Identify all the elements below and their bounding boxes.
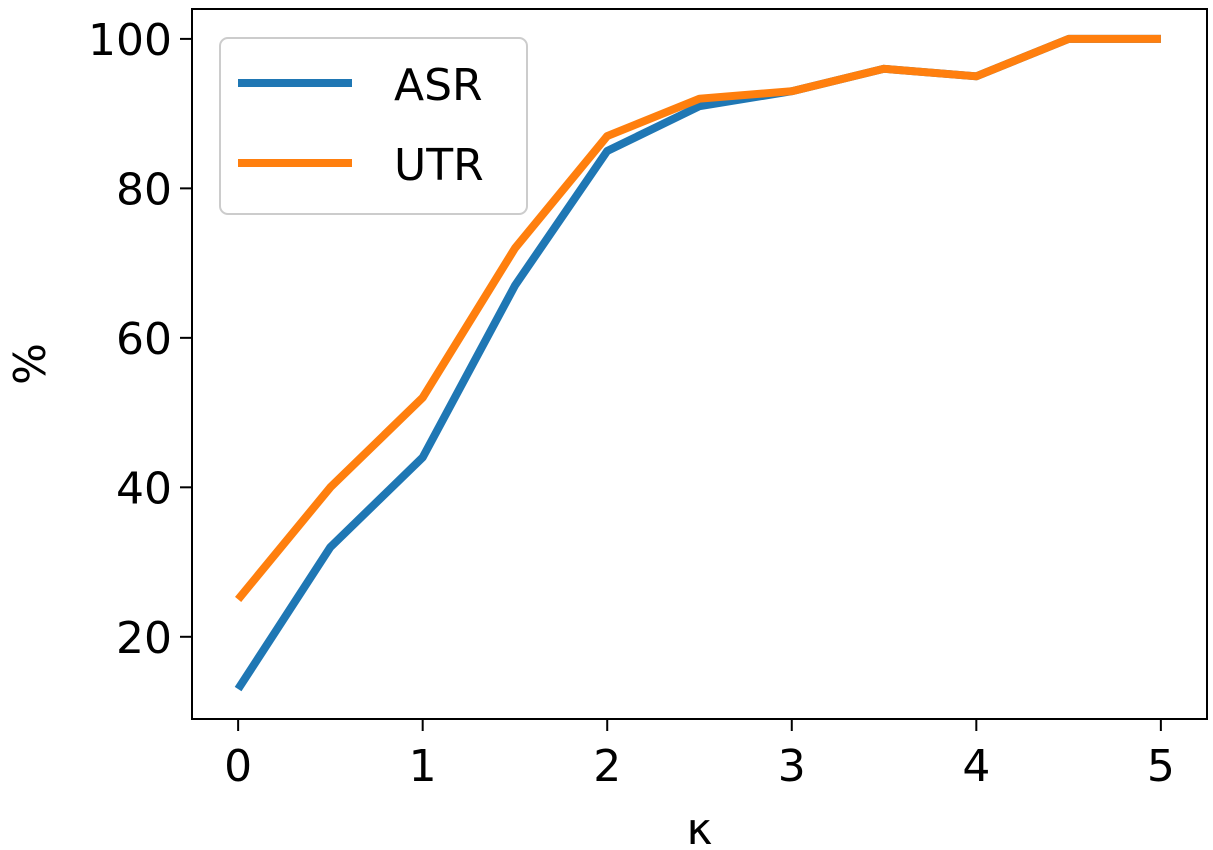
legend-label-utr: UTR [394, 140, 484, 191]
axis-ticks: 0 1 2 3 4 5 20 40 60 80 100 [88, 15, 1175, 792]
x-tick-label: 3 [778, 741, 806, 792]
y-tick-label: 100 [88, 15, 172, 66]
series-line-utr [235, 34, 1161, 602]
x-tick-label: 1 [409, 741, 437, 792]
x-tick-label: 2 [593, 741, 621, 792]
x-tick-label: 5 [1147, 741, 1175, 792]
y-tick-label: 20 [116, 613, 172, 664]
y-tick-label: 60 [116, 314, 172, 365]
y-tick-label: 40 [116, 463, 172, 514]
x-axis-label: κ [687, 804, 713, 850]
legend: ASR UTR [219, 37, 528, 215]
series-layer [234, 34, 1161, 692]
y-tick-label: 80 [116, 164, 172, 215]
legend-label-asr: ASR [394, 60, 483, 111]
plot-frame [191, 8, 1208, 720]
x-tick-label: 4 [962, 741, 990, 792]
x-tick-label: 0 [224, 741, 252, 792]
y-axis-label: % [5, 343, 56, 385]
